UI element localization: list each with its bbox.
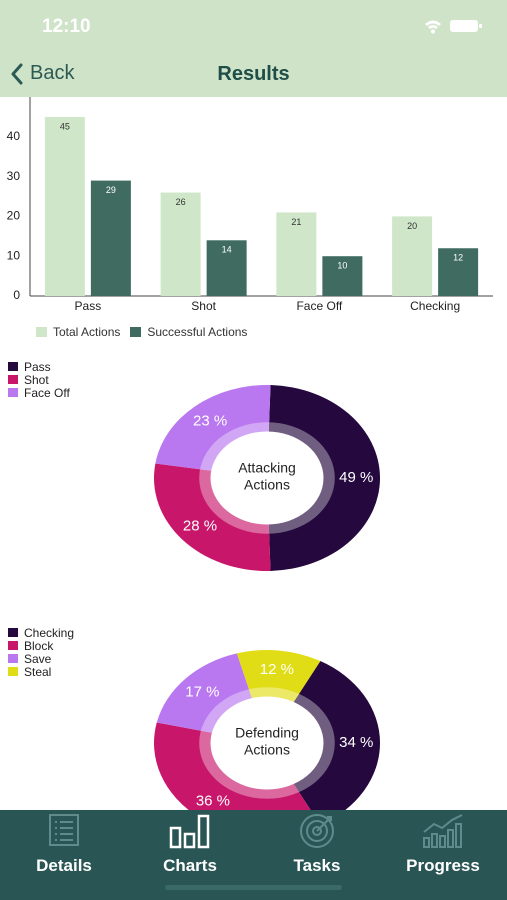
back-label: Back bbox=[30, 62, 75, 84]
bar-value-label: 20 bbox=[407, 221, 417, 231]
attacking-legend: Pass Shot Face Off bbox=[8, 359, 70, 400]
legend-item-checking: Checking bbox=[8, 625, 75, 640]
bar bbox=[392, 216, 433, 296]
bar-chart-legend: Total Actions Successful Actions bbox=[36, 325, 257, 339]
donut-hole bbox=[210, 696, 324, 790]
y-tick-label: 40 bbox=[7, 129, 21, 143]
legend-swatch-save bbox=[8, 654, 18, 663]
legend-label-block: Block bbox=[24, 638, 54, 653]
growth-chart-icon bbox=[423, 814, 463, 848]
slice-percent-label: 34 % bbox=[339, 734, 373, 751]
donut-slice bbox=[267, 385, 381, 571]
legend-swatch-shot bbox=[8, 375, 18, 384]
donut-title-line2: Actions bbox=[244, 477, 290, 493]
legend-label-save: Save bbox=[24, 651, 52, 666]
legend-item-pass: Pass bbox=[8, 359, 70, 374]
legend-swatch-block bbox=[8, 641, 18, 650]
slice-percent-label: 23 % bbox=[193, 412, 227, 429]
donut-slice bbox=[236, 650, 321, 743]
bar bbox=[44, 116, 85, 296]
y-tick-label: 30 bbox=[7, 169, 21, 183]
legend-item-face-off: Face Off bbox=[8, 385, 70, 400]
status-icons bbox=[423, 18, 485, 39]
legend-item-shot: Shot bbox=[8, 372, 70, 387]
tab-label-progress: Progress bbox=[406, 856, 480, 875]
bar bbox=[90, 180, 131, 296]
tab-details[interactable]: Details bbox=[1, 810, 127, 900]
tab-label-charts: Charts bbox=[163, 856, 217, 875]
legend-swatch-checking bbox=[8, 628, 18, 637]
legend-swatch-total bbox=[36, 327, 47, 337]
tab-label-details: Details bbox=[36, 856, 92, 875]
back-button[interactable]: Back bbox=[10, 62, 74, 85]
legend-label-pass: Pass bbox=[24, 359, 51, 374]
status-time: 12:10 bbox=[42, 16, 91, 37]
legend-item-total: Total Actions bbox=[36, 325, 120, 339]
defending-legend: Checking Block Save Steal bbox=[8, 625, 75, 679]
y-tick-label: 10 bbox=[7, 248, 21, 262]
bar-value-label: 12 bbox=[453, 253, 463, 263]
bar-chart-icon bbox=[169, 814, 210, 849]
results-content[interactable]: 0 10 20 30 40 45 29 Pass 26 14 Shot 21 10 Face Off 20 1… bbox=[0, 97, 507, 810]
legend-swatch-pass bbox=[8, 362, 18, 371]
bar-value-label: 45 bbox=[60, 121, 70, 131]
wifi-icon bbox=[425, 20, 441, 34]
bar bbox=[438, 248, 479, 296]
tab-progress[interactable]: Progress bbox=[380, 810, 506, 900]
x-tick-label: Pass bbox=[75, 299, 102, 313]
bar-value-label: 10 bbox=[337, 261, 347, 271]
bar-chart: 0 10 20 30 40 45 29 Pass 26 14 Shot 21 10 Face Off 20 1… bbox=[7, 97, 493, 313]
list-icon bbox=[49, 814, 79, 846]
x-tick-label: Face Off bbox=[296, 299, 342, 313]
legend-label-face-off: Face Off bbox=[24, 385, 70, 400]
legend-item-block: Block bbox=[8, 638, 74, 653]
legend-label-steal: Steal bbox=[24, 664, 52, 679]
legend-label-shot: Shot bbox=[24, 372, 49, 387]
legend-label-checking: Checking bbox=[24, 625, 75, 640]
slice-percent-label: 12 % bbox=[260, 661, 294, 678]
tab-label-tasks: Tasks bbox=[293, 856, 341, 875]
legend-item-successful: Successful Actions bbox=[130, 325, 247, 339]
navigation-bar: Results Back bbox=[0, 50, 507, 97]
tab-tasks[interactable]: Tasks bbox=[254, 810, 380, 900]
slice-percent-label: 49 % bbox=[339, 469, 373, 486]
legend-swatch-face-off bbox=[8, 388, 18, 397]
x-tick-label: Checking bbox=[410, 299, 460, 313]
tab-bar: Details Charts bbox=[0, 810, 507, 900]
slice-percent-label: 28 % bbox=[183, 518, 217, 535]
battery-icon bbox=[450, 20, 482, 32]
legend-swatch-successful bbox=[130, 327, 142, 337]
y-tick-label: 0 bbox=[13, 288, 20, 302]
donut-title-line1: Defending bbox=[235, 725, 299, 741]
tab-charts[interactable]: Charts bbox=[127, 810, 253, 900]
bar bbox=[276, 212, 317, 296]
status-bar: 12:10 bbox=[0, 0, 507, 50]
bar bbox=[206, 240, 247, 296]
donut-title-line1: Attacking bbox=[238, 460, 296, 476]
donut-hole bbox=[210, 431, 324, 525]
target-icon bbox=[300, 814, 334, 848]
legend-label-successful: Successful Actions bbox=[147, 325, 248, 339]
chevron-left-icon bbox=[11, 63, 23, 84]
bar-value-label: 14 bbox=[222, 245, 232, 255]
legend-item-steal: Steal bbox=[8, 664, 74, 679]
bar bbox=[322, 256, 363, 296]
donut-title-line2: Actions bbox=[244, 742, 290, 758]
legend-label-total: Total Actions bbox=[53, 325, 121, 339]
bar-value-label: 26 bbox=[176, 197, 186, 207]
slice-percent-label: 36 % bbox=[196, 792, 230, 809]
slice-percent-label: 17 % bbox=[185, 683, 219, 700]
x-tick-label: Shot bbox=[191, 299, 216, 313]
bar-value-label: 21 bbox=[291, 217, 301, 227]
home-indicator bbox=[165, 885, 342, 890]
legend-item-save: Save bbox=[8, 651, 74, 666]
y-tick-label: 20 bbox=[7, 209, 21, 223]
page-title: Results bbox=[217, 63, 290, 85]
bar-value-label: 29 bbox=[106, 185, 116, 195]
legend-swatch-steal bbox=[8, 667, 18, 676]
bar bbox=[160, 192, 201, 296]
